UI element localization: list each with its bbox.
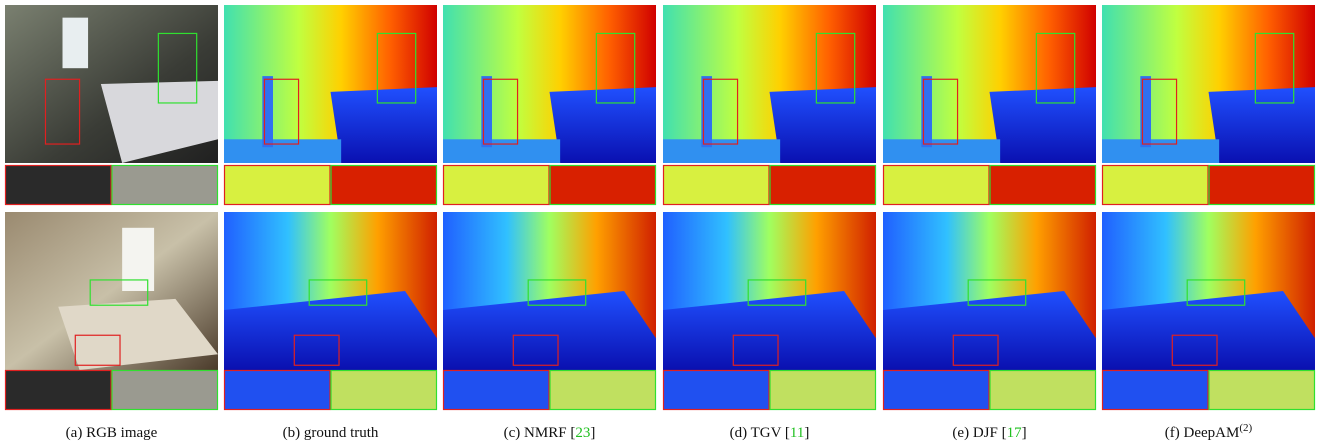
inset-right [550,371,656,410]
inset-left [444,166,550,205]
depth-floor [224,139,341,163]
caption-close: ] [1022,425,1027,441]
citation: 23 [575,425,590,441]
caption: (e) DJF [17] [952,425,1026,441]
inset-right [1209,371,1315,410]
caption-text: (e) DJF [ [952,425,1006,441]
depth-floor [663,139,780,163]
inset-right [770,371,876,410]
depth-bed [1209,87,1316,163]
inset-left [6,371,112,410]
inset-left [884,371,990,410]
caption-close: ] [590,425,595,441]
inset-left [1103,371,1209,410]
inset-left [225,166,331,205]
depth-bed [550,87,657,163]
inset-right [550,166,656,205]
inset-left [1103,166,1209,205]
inset-right [331,166,437,205]
inset-right [990,166,1096,205]
inset-left [444,371,550,410]
depth-floor [883,139,1000,163]
depth-bed [331,87,438,163]
figure: (a) RGB image (b) ground truth (c) NMRF [2… [0,0,1318,445]
inset-left [884,166,990,205]
caption-text: (a) RGB image [66,425,158,441]
caption-text: (b) ground truth [283,425,379,441]
superscript: (2) [1239,422,1252,434]
inset-right [112,166,218,205]
inset-left [664,371,770,410]
inset-left [6,166,112,205]
window [63,18,89,69]
inset-right [990,371,1096,410]
caption: (c) NMRF [23] [504,425,596,441]
depth-floor [1102,139,1219,163]
citation: 11 [790,425,804,441]
caption: (f) DeepAM(2) [1165,422,1253,441]
inset-right [1209,166,1315,205]
caption: (d) TGV [11] [730,425,810,441]
caption: (a) RGB image [66,425,158,441]
inset-left [225,371,331,410]
inset-right [112,371,218,410]
window [122,228,154,291]
inset-right [770,166,876,205]
citation: 17 [1007,425,1023,441]
inset-left [664,166,770,205]
caption: (b) ground truth [283,425,379,441]
inset-right [331,371,437,410]
depth-bed [770,87,877,163]
caption-text: (d) TGV [ [730,425,790,441]
caption-text: (c) NMRF [ [504,425,576,441]
depth-floor [443,139,560,163]
depth-bed [990,87,1097,163]
caption-text: (f) DeepAM [1165,425,1240,441]
caption-close: ] [804,425,809,441]
